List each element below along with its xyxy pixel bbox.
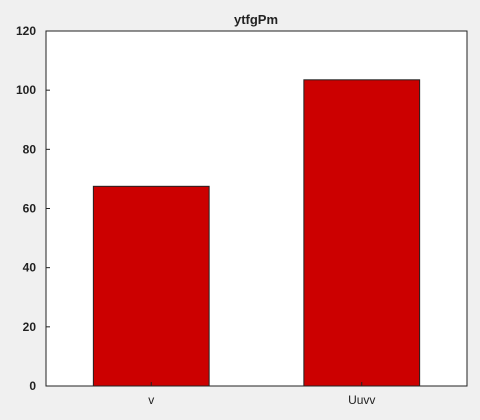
y-tick-label-6: 120 — [16, 24, 36, 38]
y-tick-label-3: 60 — [23, 202, 37, 216]
y-tick-label-2: 40 — [23, 261, 37, 275]
bar-0 — [92, 185, 210, 387]
bars-group — [92, 79, 421, 387]
x-axis: v Uuvv — [148, 382, 375, 407]
y-tick-label-0: 0 — [29, 379, 36, 393]
x-tick-label-1: Uuvv — [348, 393, 375, 407]
chart-title: ytfgPm — [234, 12, 278, 27]
y-tick-label-1: 20 — [23, 320, 37, 334]
x-tick-label-0: v — [148, 393, 154, 407]
y-tick-label-5: 100 — [16, 83, 36, 97]
y-tick-label-4: 80 — [23, 142, 37, 156]
bar-1 — [303, 79, 421, 387]
y-axis: 0 20 40 60 80 100 120 — [16, 24, 50, 393]
